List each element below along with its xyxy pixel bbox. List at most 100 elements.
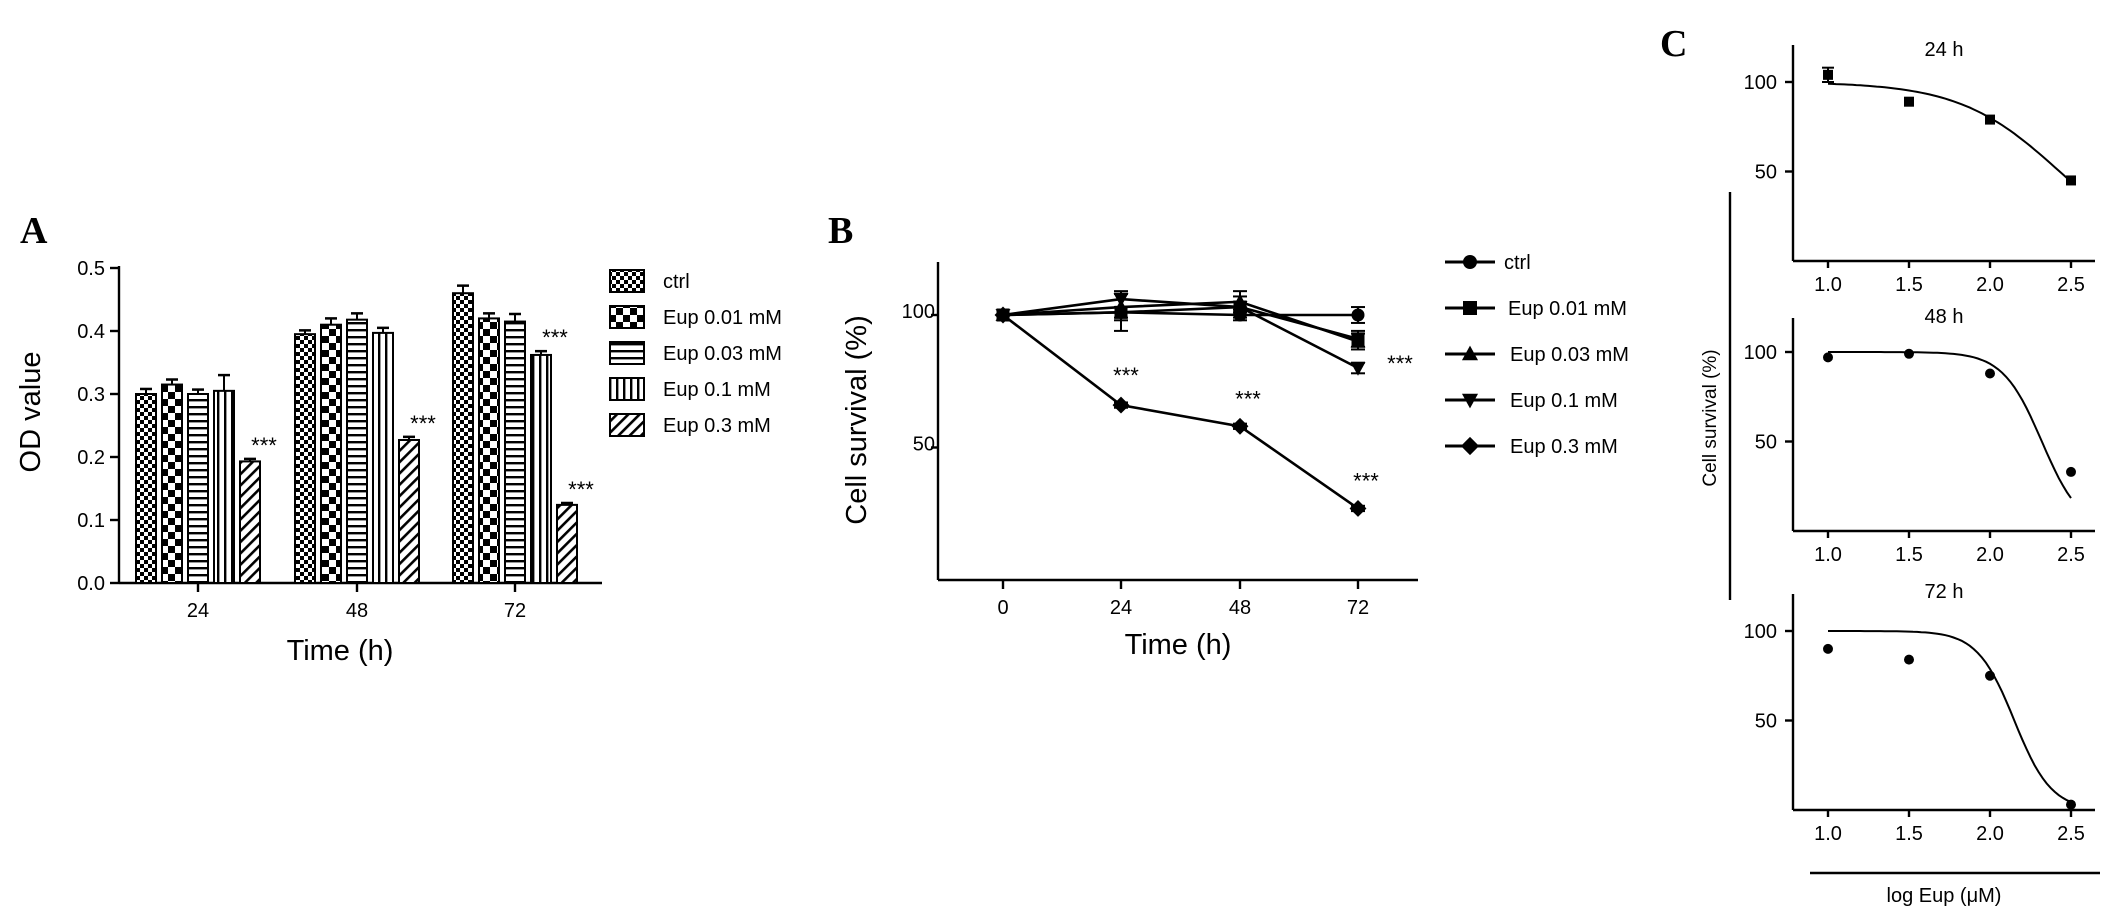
panel-a: Time (h) OD value 0.0 0.1 0.2 0.3 0.4 0.5 24 48… <box>15 258 782 667</box>
panel-a-ylabel: OD value <box>15 352 47 473</box>
a-legend-swatch <box>609 305 645 329</box>
c-point <box>1904 96 1914 107</box>
c-point <box>1985 114 1995 125</box>
b-legend-label: Eup 0.03 mM <box>1510 344 1629 366</box>
a-ytick-label: 0.4 <box>77 321 105 343</box>
b-legend-label: Eup 0.01 mM <box>1508 298 1627 320</box>
a-bar <box>504 320 526 584</box>
a-legend-swatch <box>609 269 645 293</box>
panel-b-ylabel: Cell survival (%) <box>841 315 873 524</box>
a-legend-label: Eup 0.03 mM <box>663 343 782 365</box>
a-ytick-label: 0.1 <box>77 510 105 532</box>
c-xtick-label: 1.5 <box>1895 544 1923 566</box>
b-point <box>1113 293 1129 307</box>
panel-c: Cell survival (%) log Eup (μM) 24 h 50 100… <box>1700 39 2100 907</box>
b-ytick-label: 100 <box>902 301 935 323</box>
a-bar <box>320 323 342 584</box>
c-xtick-label: 1.5 <box>1895 823 1923 845</box>
b-significance-mark: *** <box>1113 363 1139 388</box>
c-point <box>1985 368 1995 379</box>
c-point <box>1904 348 1914 359</box>
a-bar <box>239 460 261 584</box>
c-ytick-label: 100 <box>1744 72 1777 94</box>
a-significance-mark: *** <box>251 433 277 458</box>
b-legend-label: ctrl <box>1504 252 1531 274</box>
b-point <box>1350 362 1366 376</box>
c-subplot-title: 48 h <box>1925 306 1964 328</box>
b-legend-marker <box>1463 255 1477 269</box>
a-significance-mark: *** <box>542 325 568 350</box>
c-point <box>1823 352 1833 363</box>
a-legend-label: Eup 0.3 mM <box>663 415 771 437</box>
c-xtick-label: 1.5 <box>1895 274 1923 296</box>
a-ytick-label: 0.3 <box>77 384 105 406</box>
panel-label-a: A <box>20 210 48 252</box>
b-point <box>1232 301 1248 315</box>
c-xtick-label: 2.5 <box>2057 544 2085 566</box>
a-ytick-label: 0.2 <box>77 447 105 469</box>
b-legend-label: Eup 0.1 mM <box>1510 390 1618 412</box>
a-xtick-label: 48 <box>346 600 368 622</box>
c-subplot-title: 72 h <box>1925 581 1964 603</box>
c-xtick-label: 2.0 <box>1976 274 2004 296</box>
a-xtick-label: 24 <box>187 600 209 622</box>
c-ytick-label: 50 <box>1755 711 1777 733</box>
c-point <box>2066 466 2076 477</box>
c-fit-curve <box>1827 82 2072 183</box>
b-significance-mark: *** <box>1353 468 1379 493</box>
b-point <box>994 306 1012 324</box>
c-xtick-label: 1.0 <box>1814 544 1842 566</box>
c-ytick-label: 100 <box>1744 621 1777 643</box>
c-ytick-label: 100 <box>1744 342 1777 364</box>
a-bar <box>346 318 368 584</box>
c-ytick-label: 50 <box>1755 162 1777 184</box>
b-point <box>1350 333 1366 348</box>
panel-b: Time (h) Cell survival (%) 50 100 0 24 48 72 *… <box>841 252 1629 661</box>
b-xtick-label: 0 <box>997 597 1008 619</box>
c-xtick-label: 2.5 <box>2057 823 2085 845</box>
b-legend-marker <box>1460 436 1480 456</box>
c-subplot: 48 h 50 100 1.0 1.5 2.0 2.5 <box>1744 306 2095 566</box>
b-legend-label: Eup 0.3 mM <box>1510 436 1618 458</box>
a-bar <box>213 389 235 584</box>
a-bar <box>556 503 578 585</box>
a-bar <box>372 331 394 585</box>
b-xtick-label: 72 <box>1347 597 1369 619</box>
a-bar <box>478 317 500 584</box>
a-bar <box>398 438 420 584</box>
b-ytick-label: 50 <box>913 434 935 456</box>
a-legend-label: ctrl <box>663 271 690 293</box>
a-ytick-label: 0.0 <box>77 573 105 595</box>
a-xtick-label: 72 <box>504 600 526 622</box>
panel-a-xlabel: Time (h) <box>287 635 394 667</box>
c-subplot-title: 24 h <box>1925 39 1964 61</box>
b-legend-marker <box>1461 345 1479 361</box>
b-significance-mark: *** <box>1235 386 1261 411</box>
a-bar <box>161 383 183 584</box>
b-series-line <box>1002 300 1359 343</box>
a-ytick-label: 0.5 <box>77 258 105 280</box>
a-legend-swatch <box>609 413 645 437</box>
a-significance-mark: *** <box>410 411 436 436</box>
panel-c-xlabel: log Eup (μM) <box>1887 885 2002 907</box>
panel-label-b: B <box>828 210 853 252</box>
a-significance-mark: *** <box>568 477 594 502</box>
a-bar <box>294 333 316 584</box>
c-xtick-label: 1.0 <box>1814 274 1842 296</box>
panel-label-c: C <box>1660 23 1687 65</box>
c-fit-curve <box>1828 351 2072 499</box>
c-xtick-label: 2.0 <box>1976 544 2004 566</box>
a-bar <box>452 292 474 584</box>
c-subplot: 72 h 50 100 1.0 1.5 2.0 2.5 <box>1744 581 2095 845</box>
a-legend-swatch <box>609 377 645 401</box>
a-legend-label: Eup 0.01 mM <box>663 307 782 329</box>
c-subplot: 24 h 50 100 1.0 1.5 2.0 2.5 <box>1744 39 2095 296</box>
c-point <box>1985 670 1995 681</box>
panel-b-xlabel: Time (h) <box>1125 629 1232 661</box>
c-point <box>2066 175 2076 186</box>
b-legend-marker <box>1461 393 1479 409</box>
b-xtick-label: 48 <box>1229 597 1251 619</box>
b-series-line <box>1002 297 1359 370</box>
b-xtick-label: 24 <box>1110 597 1132 619</box>
